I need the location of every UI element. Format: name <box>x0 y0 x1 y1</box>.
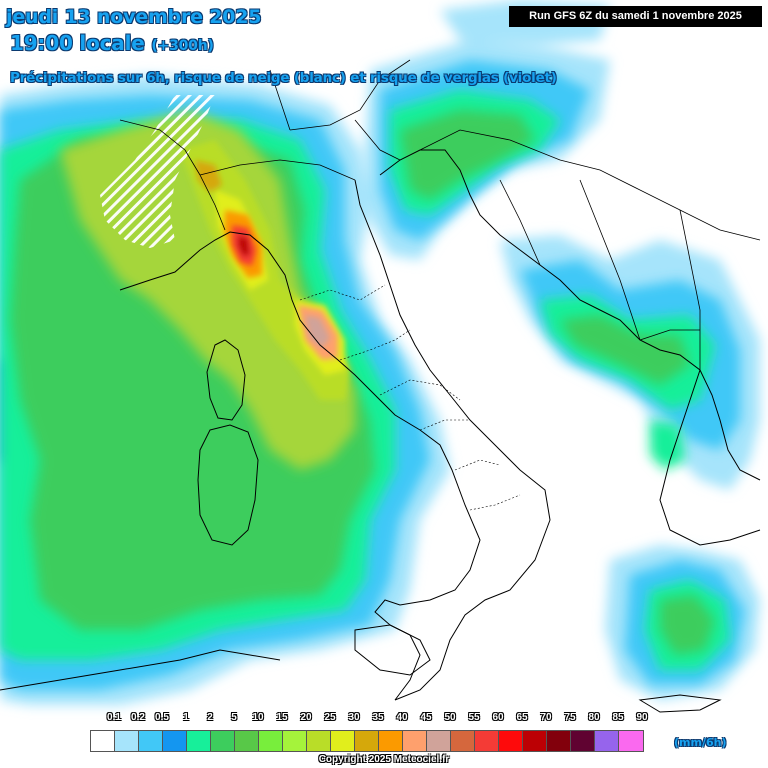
legend-swatch <box>283 731 307 751</box>
legend-tick-label: 30 <box>348 712 360 723</box>
legend-swatch <box>259 731 283 751</box>
bosnia-border <box>499 179 541 266</box>
legend-swatch <box>379 731 403 751</box>
legend-tick-label: 40 <box>396 712 408 723</box>
legend-swatch <box>163 731 187 751</box>
legend-tick-label: 65 <box>516 712 528 723</box>
legend-swatch <box>187 731 211 751</box>
legend-tick-label: 2 <box>207 712 213 723</box>
snow-risk-area <box>100 95 215 248</box>
legend-swatch <box>451 731 475 751</box>
legend-swatch <box>211 731 235 751</box>
albania-border <box>639 329 700 341</box>
italy-east-coast <box>354 179 551 701</box>
legend-tick-label: 70 <box>540 712 552 723</box>
north-africa-coast <box>0 649 281 691</box>
legend-tick-label: 20 <box>300 712 312 723</box>
legend-tick-label: 15 <box>276 712 288 723</box>
legend-tick-label: 10 <box>252 712 264 723</box>
legend-tick-label: 60 <box>492 712 504 723</box>
legend-swatch <box>403 731 427 751</box>
austria-border <box>289 59 411 131</box>
coastlines-borders <box>0 59 761 713</box>
legend-tick-labels: 0.1 0.2 0.5 1 2 5 10 15 20 25 30 35 40 45 50 55 60 65 70 75… <box>0 712 768 726</box>
legend-swatch <box>595 731 619 751</box>
legend-tick-label: 1 <box>183 712 189 723</box>
balkan-coast <box>379 149 761 481</box>
greece-coast <box>659 369 761 546</box>
legend-swatch <box>571 731 595 751</box>
legend-swatch <box>499 731 523 751</box>
legend-swatch <box>235 731 259 751</box>
legend-tick-label: 85 <box>612 712 624 723</box>
legend-swatch <box>427 731 451 751</box>
slovenia-border <box>354 119 401 161</box>
copyright-text: Copyright 2025 Meteociel.fr <box>318 754 450 765</box>
legend-swatch <box>523 731 547 751</box>
italy-west-coast <box>119 231 481 701</box>
bulgaria-border <box>679 209 701 370</box>
serbia-border <box>579 179 641 341</box>
france-italy-border <box>119 119 226 231</box>
forecast-time: 19:00 locale <box>10 31 145 55</box>
legend-swatch <box>619 731 643 751</box>
legend-tick-label: 55 <box>468 712 480 723</box>
legend-swatch <box>139 731 163 751</box>
forecast-time-title: 19:00 locale (+300h) <box>10 31 214 55</box>
legend-tick-label: 75 <box>564 712 576 723</box>
legend-swatch <box>547 731 571 751</box>
legend-swatch <box>475 731 499 751</box>
legend-tick-label: 80 <box>588 712 600 723</box>
legend-tick-label: 0.1 <box>107 712 121 723</box>
sicily-coast <box>354 624 431 676</box>
legend-swatch <box>91 731 115 751</box>
legend-tick-label: 35 <box>372 712 384 723</box>
legend-unit: (mm/6h) <box>674 736 727 749</box>
crete-coast <box>638 694 722 713</box>
swiss-border <box>269 69 291 131</box>
legend-tick-label: 45 <box>420 712 432 723</box>
legend-tick-label: 50 <box>444 712 456 723</box>
legend-swatch <box>355 731 379 751</box>
legend-tick-label: 90 <box>636 712 648 723</box>
legend-tick-label: 0.2 <box>131 712 145 723</box>
forecast-hour-offset: (+300h) <box>151 38 214 54</box>
legend-tick-label: 5 <box>231 712 237 723</box>
legend-tick-label: 25 <box>324 712 336 723</box>
map-subtitle: Précipitations sur 6h, risque de neige (… <box>10 70 557 86</box>
sardinia-coast <box>197 424 259 546</box>
legend-swatch <box>307 731 331 751</box>
forecast-date-title: jeudi 13 novembre 2025 <box>6 6 262 28</box>
model-run-info: Run GFS 6Z du samedi 1 novembre 2025 <box>509 6 762 27</box>
balkan-inland-border <box>419 129 761 241</box>
precipitation-field <box>0 0 760 705</box>
legend-swatch <box>115 731 139 751</box>
alps-border <box>199 159 356 181</box>
legend-swatch <box>331 731 355 751</box>
corsica-coast <box>206 339 246 421</box>
legend-color-bar <box>90 730 644 752</box>
legend-tick-label: 0.5 <box>155 712 169 723</box>
regional-boundaries <box>299 284 521 511</box>
